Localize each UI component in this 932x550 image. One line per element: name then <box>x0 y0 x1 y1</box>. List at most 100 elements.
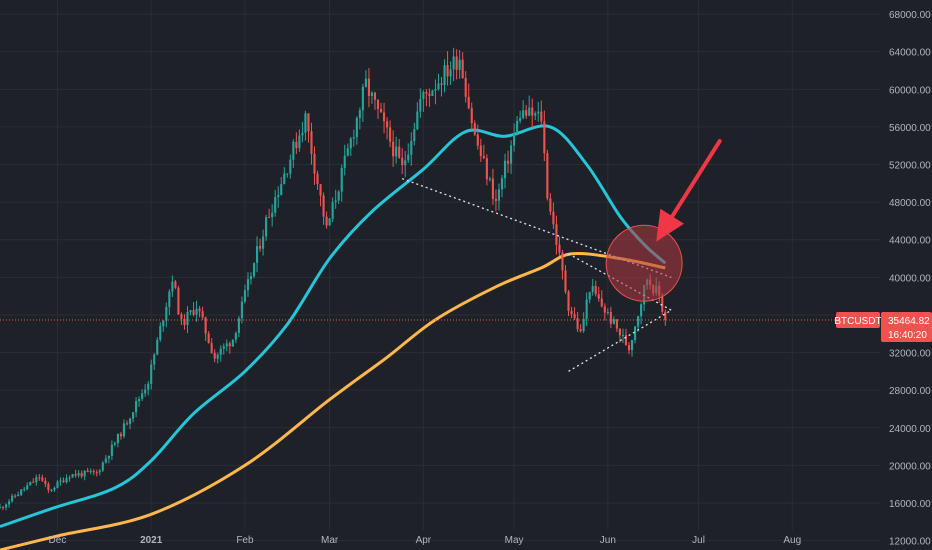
candle-body <box>280 184 283 196</box>
candle-body <box>425 91 428 94</box>
candle-body <box>407 154 410 161</box>
annotations <box>0 139 880 321</box>
candle-body <box>159 326 162 340</box>
highlight-circle <box>605 224 683 302</box>
candle-body <box>431 90 434 96</box>
candle-body <box>29 481 32 486</box>
candle-body <box>162 320 165 327</box>
candle-body <box>470 108 473 124</box>
candle-body <box>373 92 377 100</box>
candle-body <box>222 346 225 349</box>
candle-body <box>274 197 277 213</box>
candle-body <box>627 345 631 351</box>
candle-body <box>561 252 564 271</box>
candle-body <box>355 117 358 138</box>
candle-body <box>216 354 219 359</box>
candle-body <box>370 92 374 96</box>
candle-body <box>591 285 594 292</box>
candle-body <box>41 477 44 481</box>
candle-body <box>567 291 570 311</box>
candle-body <box>195 308 198 315</box>
candle-body <box>510 145 513 164</box>
candle-body <box>640 304 643 317</box>
candle-body <box>579 329 582 332</box>
candle-body <box>389 127 392 142</box>
candle-body <box>277 195 280 198</box>
candle-body <box>286 173 289 175</box>
candle-body <box>89 471 92 473</box>
price-axis[interactable]: 12000.00 16000.00 20000.00 24000.00 28000.00… <box>889 10 931 547</box>
candle-body <box>174 281 177 288</box>
candle-body <box>243 290 247 302</box>
candle-body <box>349 138 352 149</box>
candle-body <box>537 111 540 114</box>
candle-body <box>473 123 476 135</box>
candle-body <box>295 141 298 149</box>
symbol-label-bg <box>836 311 880 328</box>
candle-body <box>404 160 407 166</box>
candle-body <box>531 107 534 116</box>
candle-body <box>122 423 126 437</box>
candle-body <box>77 473 80 476</box>
candle-body <box>86 470 89 472</box>
candle-body <box>150 364 153 384</box>
candle-body <box>328 218 331 226</box>
candle-body <box>325 216 328 226</box>
candle-body <box>443 65 446 85</box>
time-axis[interactable]: Dec 2021 Feb Mar Apr May Jun Jul Aug <box>49 535 802 546</box>
candle-body <box>597 294 600 299</box>
candle-body <box>207 333 210 344</box>
candle-body <box>491 178 494 199</box>
candle-body <box>240 301 243 319</box>
candle-body <box>419 99 422 112</box>
candle-body <box>268 217 271 219</box>
candle-body <box>128 418 132 424</box>
candle-body <box>618 328 621 336</box>
candle-body <box>398 146 401 158</box>
candle-body <box>59 480 62 482</box>
candle-body <box>271 212 274 218</box>
candle-body <box>401 157 404 166</box>
candle-body <box>479 145 482 156</box>
candle-body <box>141 393 144 399</box>
candle-body <box>615 319 618 329</box>
candle-body <box>494 198 498 201</box>
candle-body <box>213 352 216 359</box>
candle-body <box>198 308 201 312</box>
candle-body <box>664 311 667 321</box>
candle-body <box>289 159 292 174</box>
y-tick-label: 28000.00 <box>889 386 931 397</box>
candle-body <box>395 146 398 157</box>
candle-body <box>104 458 107 463</box>
candle-body <box>464 78 467 97</box>
candle-body <box>555 224 558 245</box>
candle-body <box>570 310 573 315</box>
candle-body <box>606 312 609 314</box>
x-tick-label: 2021 <box>140 535 163 546</box>
candle-body <box>437 83 440 90</box>
candle-body <box>343 155 346 168</box>
candle-body <box>364 78 367 87</box>
candle-body <box>1 506 5 508</box>
candle-body <box>307 113 310 132</box>
candle-body <box>168 291 171 307</box>
candle-body <box>630 340 634 351</box>
candle-body <box>585 299 588 320</box>
candle-body <box>488 178 491 180</box>
y-tick-label: 16000.00 <box>889 499 931 510</box>
candle-body <box>461 59 464 79</box>
candle-body <box>8 501 11 505</box>
candle-body <box>497 189 501 201</box>
candle-body <box>201 311 204 318</box>
candle-body <box>246 279 250 291</box>
x-tick-label: Jun <box>600 535 616 546</box>
candle-body <box>558 244 561 253</box>
candle-body <box>23 488 26 490</box>
y-tick-label: 48000.00 <box>889 198 931 209</box>
fast-moving-average <box>0 124 667 528</box>
candle-body <box>313 153 316 174</box>
candle-body <box>35 477 38 482</box>
candle-body <box>113 443 116 445</box>
